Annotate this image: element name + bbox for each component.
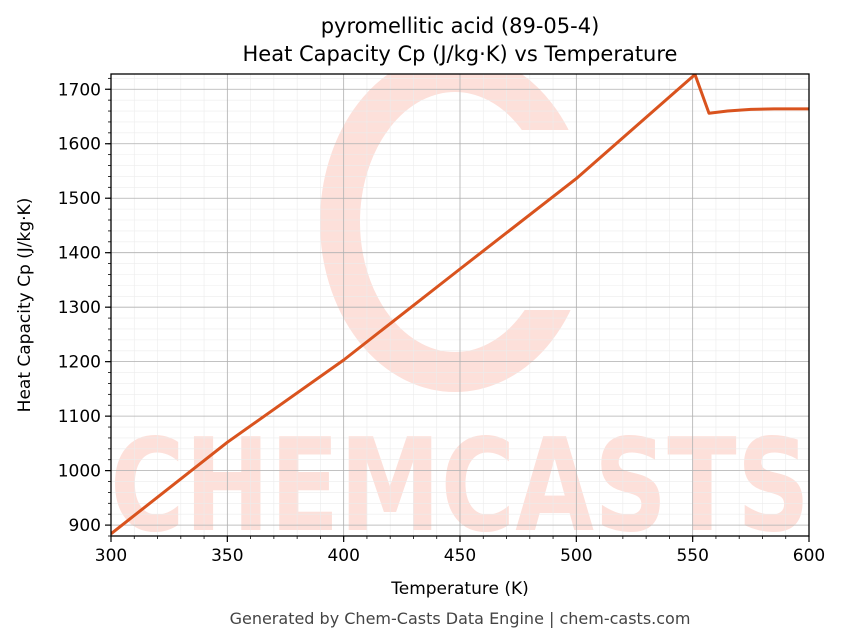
y-tick-label: 1200 [58,353,101,373]
x-tick-label: 550 [676,546,708,566]
y-axis-label: Heat Capacity Cp (J/kg·K) [15,198,35,413]
y-tick-label: 1700 [58,80,101,100]
y-tick-label: 900 [69,516,101,536]
y-tick-label: 1400 [58,244,101,264]
x-tick-label: 600 [793,546,825,566]
ticks [105,77,810,542]
tick-labels: 300 350 400 450 500 550 600 900 1000 1100 1200 1300… [58,80,825,566]
footer-credit: Generated by Chem-Casts Data Engine | ch… [230,609,691,628]
x-tick-label: 350 [211,546,243,566]
x-tick-label: 450 [444,546,476,566]
x-axis-label: Temperature (K) [390,579,529,599]
x-tick-label: 400 [327,546,359,566]
chart-subtitle: Heat Capacity Cp (J/kg·K) vs Temperature [243,42,678,66]
y-tick-label: 1000 [58,462,101,482]
y-tick-label: 1100 [58,407,101,427]
x-tick-label: 300 [95,546,127,566]
y-tick-label: 1600 [58,135,101,155]
chart-title: pyromellitic acid (89-05-4) [321,14,600,38]
x-tick-label: 500 [560,546,592,566]
y-tick-label: 1500 [58,189,101,209]
y-tick-label: 1300 [58,298,101,318]
